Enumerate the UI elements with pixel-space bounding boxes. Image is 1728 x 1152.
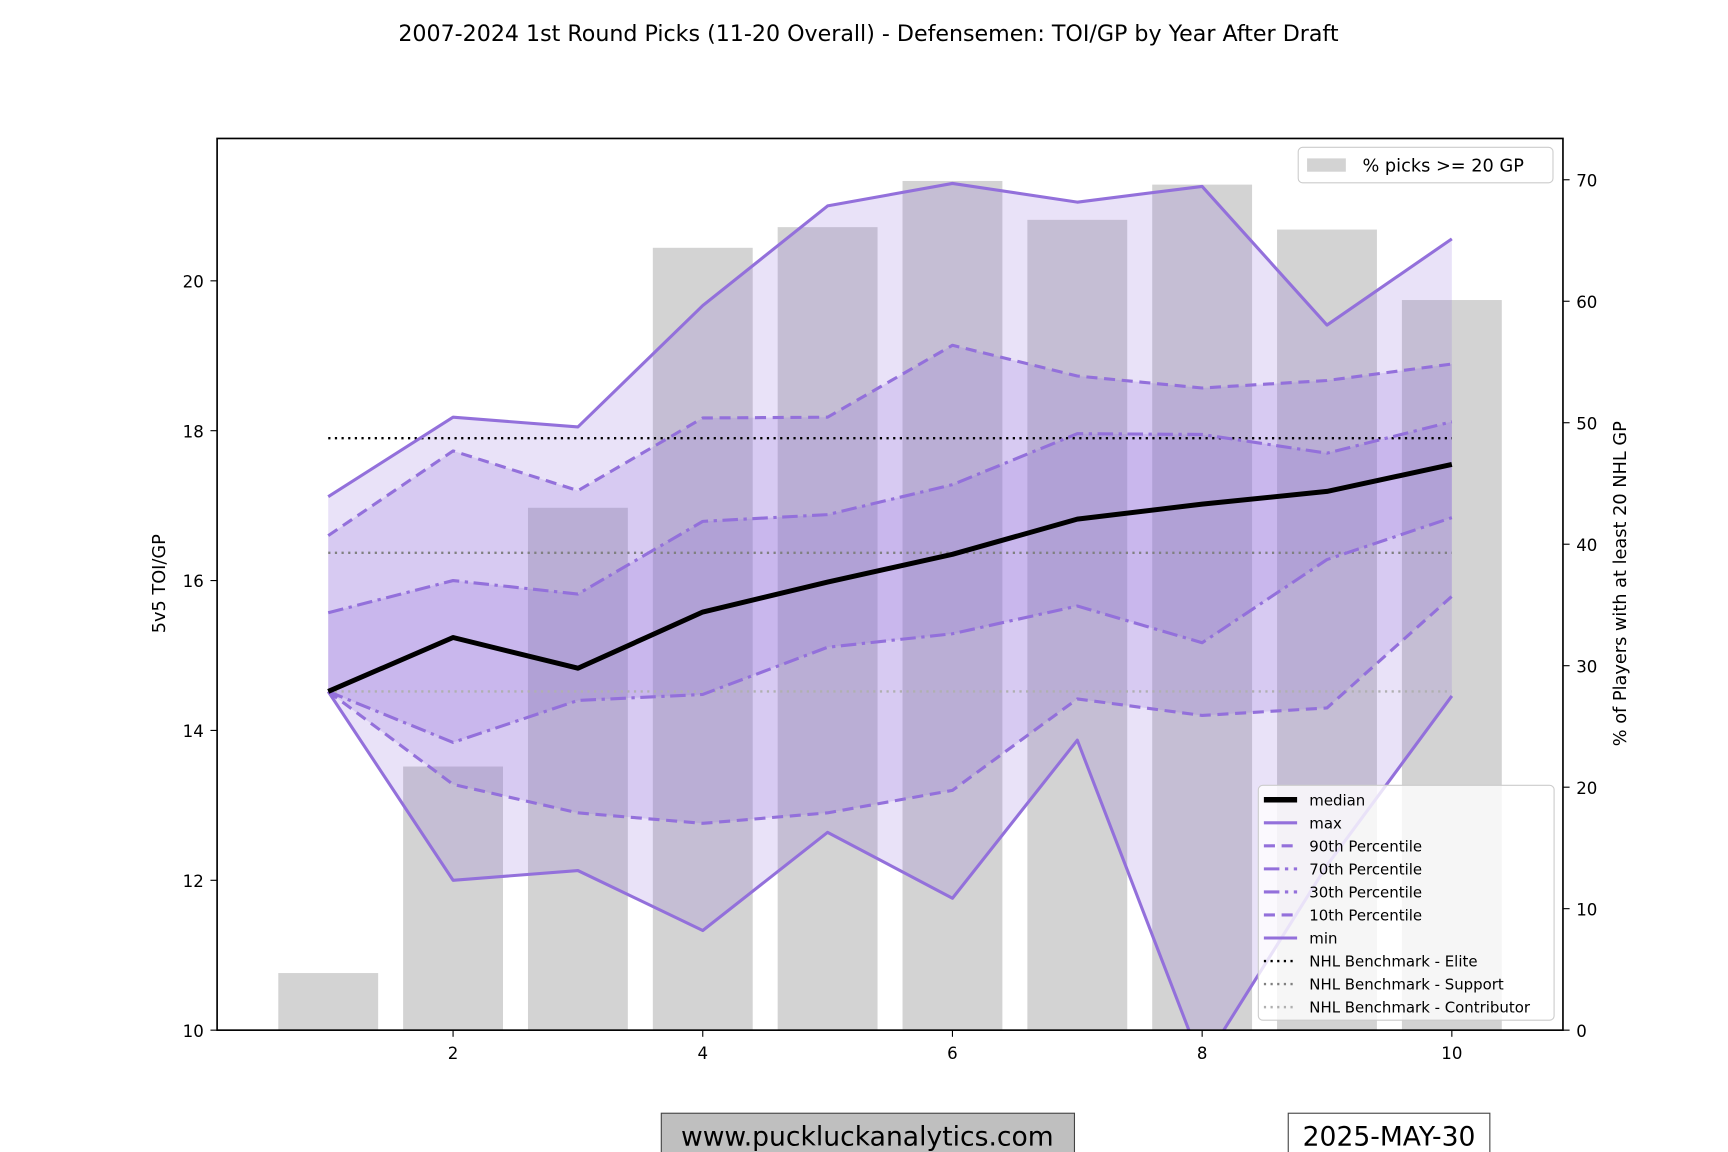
- bar-legend-swatch: [1307, 158, 1346, 172]
- line-legend: median max 90th Percentile 70th Percentile 3…: [1257, 784, 1555, 1021]
- y-tick-label: 18: [183, 422, 204, 441]
- x-tick-label: 4: [697, 1044, 708, 1063]
- ticks-layer: 2 4 6 8 10 10 12 14 16 18 20 0 10 20 30 40 50 60 70: [183, 171, 1598, 1063]
- band-10-90: [328, 345, 1452, 824]
- y2-tick-label: 40: [1576, 536, 1597, 555]
- series-line-70th-percentile: [327, 420, 1453, 615]
- x-tick-label: 10: [1441, 1044, 1462, 1063]
- bar-year-5: [777, 227, 878, 1031]
- bar-year-1: [278, 973, 379, 1031]
- plot-frame: [216, 137, 1564, 1031]
- series-line-30th-percentile: [327, 516, 1453, 744]
- y2-tick-label: 0: [1576, 1022, 1587, 1041]
- legend-label: 90th Percentile: [1309, 837, 1422, 855]
- y2-tick-label: 20: [1576, 779, 1597, 798]
- series-line-max: [327, 181, 1453, 498]
- y2-axis-label: % of Players with at least 20 NHL GP: [1611, 421, 1631, 746]
- series-line-median: [327, 461, 1453, 694]
- legend-label: median: [1309, 791, 1365, 809]
- bar-year-6: [902, 180, 1003, 1031]
- y2-tick-label: 70: [1576, 171, 1597, 190]
- series-line-90th-percentile: [327, 343, 1453, 537]
- y-tick-label: 16: [183, 572, 204, 591]
- bar-year-2: [403, 766, 504, 1031]
- bar-year-8: [1152, 184, 1253, 1031]
- benchmarks-layer: [328, 436, 1452, 693]
- y-tick-label: 10: [183, 1022, 204, 1041]
- legend-label: 70th Percentile: [1309, 860, 1422, 878]
- date-text: 2025-MAY-30: [1303, 1121, 1476, 1152]
- y2-tick-label: 60: [1576, 293, 1597, 312]
- bar-legend: % picks >= 20 GP: [1297, 146, 1554, 184]
- legend-label: NHL Benchmark - Elite: [1309, 953, 1477, 971]
- x-tick-label: 6: [947, 1044, 958, 1063]
- bar-year-4: [652, 247, 753, 1031]
- date-box: 2025-MAY-30: [1287, 1112, 1491, 1152]
- legend-label: 30th Percentile: [1309, 883, 1422, 901]
- bar-year-7: [1027, 219, 1128, 1031]
- website-box: www.puckluckanalytics.com: [660, 1112, 1076, 1152]
- chart-title: 2007-2024 1st Round Picks (11-20 Overall…: [398, 21, 1338, 47]
- band-min-max: [328, 183, 1452, 1031]
- legend-label: 10th Percentile: [1309, 906, 1422, 924]
- y2-tick-label: 50: [1576, 414, 1597, 433]
- band-30-70: [328, 421, 1452, 743]
- y-tick-label: 20: [183, 272, 204, 291]
- x-tick-label: 2: [448, 1044, 459, 1063]
- bands-layer: [328, 183, 1452, 1031]
- y2-tick-label: 10: [1576, 900, 1597, 919]
- website-text: www.puckluckanalytics.com: [681, 1121, 1054, 1152]
- series-line-10th-percentile: [327, 595, 1453, 825]
- legend-label: max: [1309, 814, 1342, 832]
- y-axis-label: 5v5 TOI/GP: [150, 534, 170, 633]
- y-tick-label: 12: [183, 872, 204, 891]
- y2-tick-label: 30: [1576, 657, 1597, 676]
- legend-label: NHL Benchmark - Contributor: [1309, 999, 1531, 1017]
- x-tick-label: 8: [1197, 1044, 1208, 1063]
- legend-label: NHL Benchmark - Support: [1309, 976, 1504, 994]
- legend-label: min: [1309, 930, 1337, 948]
- lines-layer: [326, 181, 1454, 1031]
- y-tick-label: 14: [183, 722, 204, 741]
- bar-legend-label: % picks >= 20 GP: [1362, 157, 1524, 177]
